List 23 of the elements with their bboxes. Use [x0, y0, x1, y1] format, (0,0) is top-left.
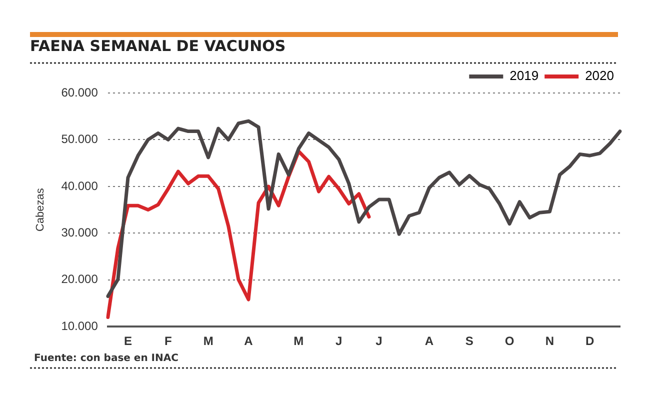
y-tick-label: 60.000	[61, 85, 98, 100]
x-tick-label: O	[504, 334, 514, 348]
y-tick-label: 20.000	[61, 272, 98, 286]
x-tick-label: E	[124, 334, 132, 348]
x-tick-label: J	[336, 334, 342, 348]
x-tick-label: N	[545, 334, 554, 348]
x-tick-label: F	[164, 334, 172, 348]
legend-label: 2019	[510, 68, 539, 84]
x-tick-label: A	[244, 334, 254, 348]
chart-title: FAENA SEMANAL DE VACUNOS	[30, 36, 286, 55]
x-tick-label: A	[424, 334, 434, 348]
legend-label: 2020	[585, 68, 614, 84]
x-tick-label: J	[376, 334, 382, 348]
x-tick-label: M	[294, 334, 304, 348]
x-tick-label: S	[465, 334, 474, 348]
x-tick-label: D	[586, 334, 595, 348]
x-tick-label: M	[203, 334, 214, 348]
y-tick-label: 30.000	[61, 225, 98, 240]
y-tick-label: 10.000	[61, 318, 98, 333]
y-tick-label: 40.000	[61, 178, 98, 193]
source-note: Fuente: con base en INAC	[34, 353, 178, 364]
y-axis-title: Cabezas	[34, 188, 47, 232]
y-tick-label: 50.000	[61, 132, 98, 146]
